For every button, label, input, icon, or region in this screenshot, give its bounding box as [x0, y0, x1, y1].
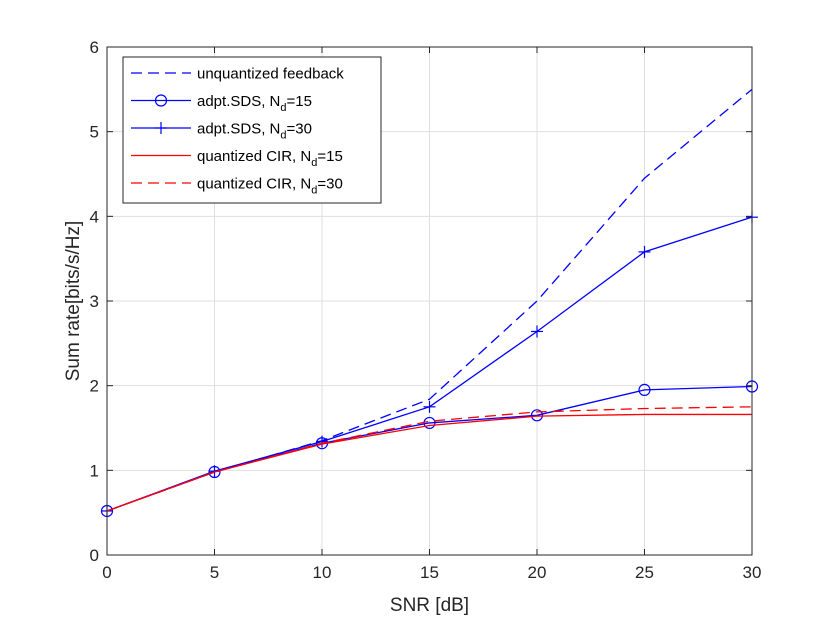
legend-item: adpt.SDS, Nd=15	[131, 93, 312, 114]
series-group	[100, 88, 759, 518]
data-point	[638, 245, 651, 258]
x-tick-label: 20	[528, 563, 547, 582]
series-line	[106, 413, 752, 512]
data-point	[423, 400, 436, 413]
legend-item: quantized CIR, Nd=15	[131, 148, 343, 169]
x-tick-label: 15	[420, 563, 439, 582]
x-tick-label: 30	[743, 563, 762, 582]
legend-item: quantized CIR, Nd=30	[131, 176, 343, 197]
y-axis-label: Sum rate[bits/s/Hz]	[63, 221, 84, 382]
legend-label: unquantized feedback	[197, 66, 344, 83]
series-0	[106, 88, 753, 512]
legend-label: quantized CIR, Nd=30	[197, 176, 343, 197]
legend-box	[122, 56, 382, 204]
legend-label: adpt.SDS, Nd=30	[197, 121, 312, 142]
legend-label: adpt.SDS, Nd=15	[197, 93, 312, 114]
y-tick-label: 5	[90, 123, 99, 142]
x-tick-label: 10	[313, 563, 332, 582]
series-4	[106, 406, 753, 512]
x-axis-label: SNR [dB]	[390, 595, 469, 616]
legend-marker	[154, 94, 168, 107]
y-tick-label: 6	[90, 38, 99, 57]
y-tick-label: 1	[90, 461, 99, 480]
axis-ticks: 0 5 10 15 20 25 30 0 1 2 3 4 5 6	[90, 38, 762, 582]
x-tick-label: 25	[635, 563, 654, 582]
legend-item: unquantized feedback	[131, 66, 344, 83]
data-point	[316, 435, 328, 448]
y-tick-label: 3	[90, 292, 99, 311]
legend-label: quantized CIR, Nd=15	[197, 148, 343, 169]
y-tick-label: 0	[90, 546, 99, 565]
data-point	[530, 409, 544, 422]
legend: unquantized feedback adpt.SDS, Nd=15 adpt.…	[122, 56, 382, 204]
series-3	[106, 413, 752, 512]
legend-marker	[155, 122, 167, 134]
y-tick-label: 2	[90, 377, 99, 396]
y-tick-label: 4	[90, 207, 99, 226]
series-line	[106, 88, 753, 512]
series-line	[106, 406, 753, 512]
x-tick-label: 0	[102, 563, 111, 582]
x-tick-label: 5	[210, 563, 219, 582]
legend-item: adpt.SDS, Nd=30	[131, 121, 312, 142]
data-point	[638, 383, 651, 396]
data-point	[531, 325, 543, 338]
